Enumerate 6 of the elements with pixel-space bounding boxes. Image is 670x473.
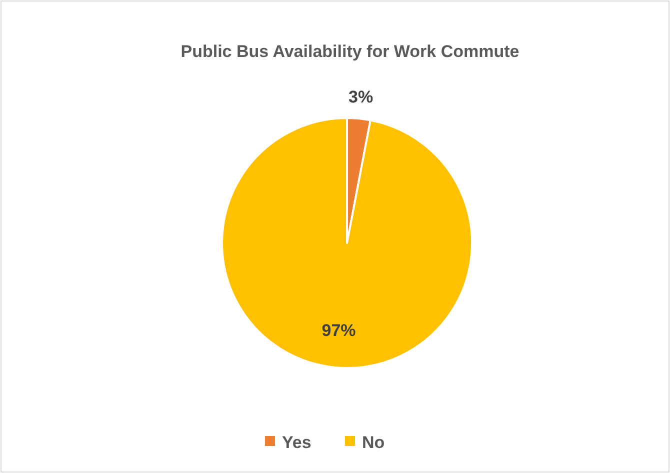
chart-title: Public Bus Availability for Work Commute xyxy=(180,42,520,61)
legend-label: No xyxy=(362,432,385,452)
data-label: 3% xyxy=(348,88,374,107)
pie-slice xyxy=(221,117,473,369)
legend-label: Yes xyxy=(282,432,312,452)
data-label: 97% xyxy=(322,321,356,340)
